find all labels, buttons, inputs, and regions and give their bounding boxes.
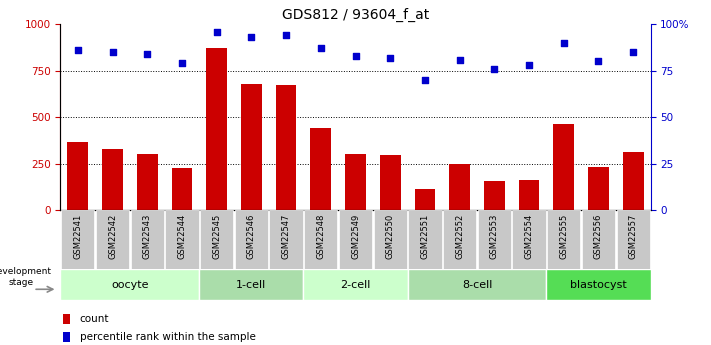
- Bar: [339, 210, 372, 269]
- Text: GSM22555: GSM22555: [560, 213, 568, 259]
- Point: [141, 51, 153, 57]
- Point: [488, 66, 500, 72]
- Bar: [311, 128, 331, 210]
- Bar: [553, 124, 574, 210]
- Bar: [345, 154, 366, 210]
- Bar: [547, 269, 651, 300]
- Bar: [199, 269, 304, 300]
- Bar: [380, 156, 400, 210]
- Bar: [304, 210, 338, 269]
- Text: 2-cell: 2-cell: [341, 280, 370, 289]
- Point: [628, 49, 639, 55]
- Text: GSM22547: GSM22547: [282, 213, 291, 259]
- Point: [523, 62, 535, 68]
- Text: GSM22545: GSM22545: [212, 213, 221, 259]
- Bar: [304, 269, 407, 300]
- Point: [176, 60, 188, 66]
- Point: [211, 29, 223, 34]
- Bar: [484, 181, 505, 210]
- Bar: [582, 210, 615, 269]
- Point: [419, 77, 431, 83]
- Text: 8-cell: 8-cell: [462, 280, 492, 289]
- Text: GSM22544: GSM22544: [178, 213, 186, 259]
- Bar: [478, 210, 511, 269]
- Bar: [547, 210, 580, 269]
- Text: oocyte: oocyte: [111, 280, 149, 289]
- Bar: [96, 210, 129, 269]
- Bar: [171, 168, 193, 210]
- Text: percentile rank within the sample: percentile rank within the sample: [80, 332, 255, 342]
- Text: count: count: [80, 314, 109, 324]
- Bar: [276, 85, 296, 210]
- Text: GSM22550: GSM22550: [385, 213, 395, 259]
- Text: GSM22553: GSM22553: [490, 213, 499, 259]
- Point: [558, 40, 570, 46]
- Point: [385, 55, 396, 60]
- Text: GSM22543: GSM22543: [143, 213, 151, 259]
- Text: GSM22554: GSM22554: [525, 213, 533, 259]
- Point: [107, 49, 118, 55]
- Text: GSM22551: GSM22551: [420, 213, 429, 259]
- Point: [593, 59, 604, 64]
- Point: [454, 57, 465, 62]
- Bar: [373, 210, 407, 269]
- Bar: [407, 269, 547, 300]
- Text: GSM22557: GSM22557: [629, 213, 638, 259]
- Bar: [200, 210, 233, 269]
- Point: [280, 32, 292, 38]
- Point: [72, 48, 83, 53]
- Bar: [616, 210, 650, 269]
- Bar: [513, 210, 546, 269]
- Bar: [102, 149, 123, 210]
- Title: GDS812 / 93604_f_at: GDS812 / 93604_f_at: [282, 8, 429, 22]
- Text: GSM22548: GSM22548: [316, 213, 326, 259]
- Text: blastocyst: blastocyst: [570, 280, 627, 289]
- Text: GSM22549: GSM22549: [351, 213, 360, 259]
- Bar: [623, 152, 643, 210]
- Bar: [241, 84, 262, 210]
- Bar: [269, 210, 303, 269]
- Text: GSM22556: GSM22556: [594, 213, 603, 259]
- Point: [315, 46, 326, 51]
- Text: GSM22546: GSM22546: [247, 213, 256, 259]
- Bar: [206, 48, 227, 210]
- Text: GSM22541: GSM22541: [73, 213, 82, 259]
- Bar: [443, 210, 476, 269]
- Bar: [408, 210, 442, 269]
- Point: [246, 34, 257, 40]
- Bar: [61, 210, 95, 269]
- Bar: [165, 210, 198, 269]
- Bar: [449, 164, 470, 210]
- Bar: [235, 210, 268, 269]
- Bar: [63, 314, 70, 324]
- Text: development stage: development stage: [0, 267, 51, 287]
- Point: [350, 53, 361, 59]
- Bar: [518, 180, 540, 210]
- Bar: [60, 269, 199, 300]
- Text: GSM22552: GSM22552: [455, 213, 464, 259]
- Bar: [63, 332, 70, 342]
- Bar: [415, 189, 435, 210]
- Bar: [588, 167, 609, 210]
- Bar: [131, 210, 164, 269]
- Text: 1-cell: 1-cell: [236, 280, 267, 289]
- Bar: [137, 154, 158, 210]
- Text: GSM22542: GSM22542: [108, 213, 117, 259]
- Bar: [68, 141, 88, 210]
